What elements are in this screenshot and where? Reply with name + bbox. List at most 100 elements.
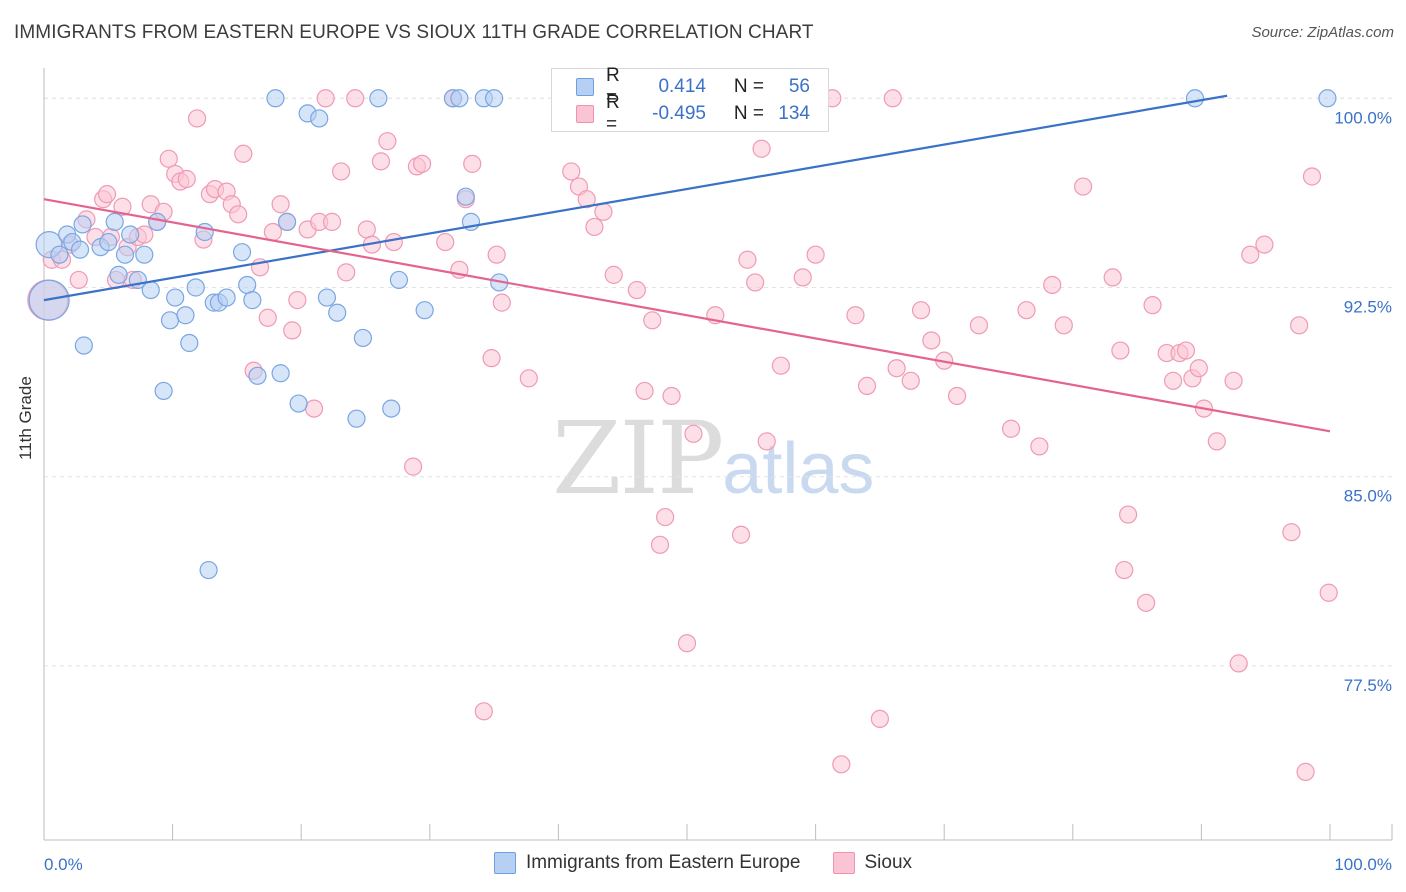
data-point bbox=[1073, 177, 1093, 196]
data-point bbox=[403, 457, 423, 476]
data-point bbox=[277, 212, 297, 231]
data-point bbox=[1229, 654, 1248, 673]
data-point bbox=[1207, 432, 1226, 451]
data-point bbox=[328, 303, 347, 322]
data-point bbox=[180, 333, 199, 353]
data-point bbox=[604, 265, 623, 284]
data-point bbox=[109, 265, 128, 284]
data-point bbox=[283, 321, 302, 340]
n-value: 134 bbox=[778, 103, 810, 124]
data-point bbox=[121, 225, 140, 244]
y-axis-label: 11th Grade bbox=[16, 376, 35, 460]
legend-label-eastern-europe: Immigrants from Eastern Europe bbox=[525, 852, 801, 873]
data-point bbox=[331, 162, 351, 181]
data-point bbox=[562, 162, 581, 181]
trend-lines bbox=[43, 94, 1331, 433]
data-point bbox=[883, 89, 902, 108]
data-point bbox=[258, 308, 277, 327]
data-point bbox=[627, 280, 646, 300]
data-point bbox=[73, 215, 92, 234]
data-point bbox=[369, 89, 388, 108]
data-point bbox=[492, 293, 511, 312]
data-point bbox=[384, 232, 403, 252]
data-point bbox=[1282, 523, 1301, 542]
data-point bbox=[793, 268, 812, 287]
data-point bbox=[1224, 371, 1243, 390]
source-label: Source: ZipAtlas.com bbox=[1251, 24, 1394, 41]
data-point bbox=[70, 240, 90, 259]
data-point bbox=[482, 349, 501, 368]
data-point bbox=[357, 220, 376, 239]
data-point bbox=[412, 154, 432, 173]
data-point bbox=[199, 560, 218, 580]
data-point bbox=[248, 366, 267, 385]
data-point bbox=[577, 190, 596, 209]
data-point bbox=[304, 399, 324, 418]
x-tick-label: 0.0% bbox=[44, 855, 83, 874]
data-point bbox=[176, 306, 195, 325]
data-point bbox=[738, 250, 757, 269]
data-point bbox=[263, 222, 283, 242]
data-point bbox=[99, 232, 118, 252]
data-point bbox=[322, 212, 342, 231]
data-point bbox=[436, 232, 455, 252]
correlation-legend: R = 0.414 N = 56 R = -0.495 N = 134 bbox=[551, 65, 829, 135]
data-point bbox=[69, 270, 88, 290]
data-point bbox=[806, 245, 825, 264]
data-point bbox=[1017, 301, 1036, 320]
data-point bbox=[378, 132, 397, 151]
pink-swatch bbox=[576, 105, 594, 123]
blue-swatch bbox=[576, 78, 594, 96]
r-value: -0.495 bbox=[652, 103, 706, 124]
y-tick-label: 77.5% bbox=[1344, 676, 1392, 695]
data-point bbox=[662, 386, 681, 406]
data-point bbox=[656, 507, 675, 527]
data-point bbox=[485, 89, 504, 108]
data-point bbox=[346, 89, 365, 108]
data-point bbox=[1103, 268, 1122, 287]
legend-item-eastern-europe[interactable]: Immigrants from Eastern Europe bbox=[493, 852, 801, 874]
data-point bbox=[1115, 560, 1134, 580]
watermark-zip: ZIP bbox=[552, 400, 724, 517]
data-point bbox=[415, 301, 434, 320]
data-point bbox=[148, 212, 167, 231]
legend-row-blue: R = 0.414 N = 56 bbox=[552, 65, 810, 108]
data-point bbox=[217, 288, 236, 307]
data-point bbox=[594, 202, 613, 221]
data-point bbox=[650, 535, 670, 554]
tick-labels: 100.0% 92.5% 85.0% 77.5% 0.0% 100.0% bbox=[44, 108, 1392, 874]
r-label: R = bbox=[606, 92, 620, 135]
data-point bbox=[317, 288, 337, 307]
chart-title: IMMIGRANTS FROM EASTERN EUROPE VS SIOUX … bbox=[14, 22, 814, 43]
data-point bbox=[887, 359, 906, 378]
data-point bbox=[474, 702, 493, 721]
series-legend: Immigrants from Eastern Europe Sioux bbox=[0, 852, 1406, 874]
data-point bbox=[347, 409, 366, 428]
data-point bbox=[187, 109, 207, 128]
data-point bbox=[371, 152, 391, 171]
sioux-trend-line bbox=[43, 198, 1331, 433]
data-point bbox=[456, 187, 475, 206]
data-point bbox=[141, 280, 160, 300]
data-point bbox=[1302, 167, 1322, 186]
legend-item-sioux[interactable]: Sioux bbox=[832, 852, 912, 874]
data-point bbox=[922, 331, 941, 350]
data-point bbox=[159, 149, 178, 168]
data-point bbox=[643, 311, 662, 330]
data-point bbox=[288, 291, 307, 310]
data-point bbox=[1189, 359, 1208, 378]
data-point bbox=[266, 89, 285, 108]
data-point bbox=[947, 386, 967, 406]
data-point bbox=[684, 424, 703, 443]
data-point bbox=[1255, 235, 1274, 254]
data-point bbox=[1143, 296, 1162, 315]
y-tick-label: 85.0% bbox=[1344, 487, 1392, 506]
data-point bbox=[846, 306, 865, 325]
data-point bbox=[870, 709, 890, 729]
data-point bbox=[166, 288, 185, 307]
data-point bbox=[337, 263, 356, 282]
data-point bbox=[487, 245, 506, 264]
y-tick-label: 92.5% bbox=[1344, 297, 1392, 316]
blue-swatch bbox=[493, 852, 516, 874]
